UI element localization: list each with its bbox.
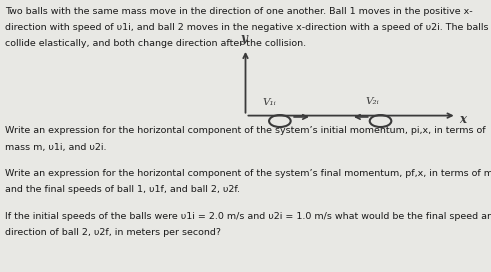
Text: y: y <box>241 32 247 45</box>
Text: Write an expression for the horizontal component of the system’s final momentum,: Write an expression for the horizontal c… <box>5 169 491 178</box>
Text: V₂ᵢ: V₂ᵢ <box>366 97 380 106</box>
Text: direction of ball 2, υ2f, in meters per second?: direction of ball 2, υ2f, in meters per … <box>5 228 221 237</box>
Text: x: x <box>459 113 466 126</box>
Text: direction with speed of υ1i, and ball 2 moves in the negative x-direction with a: direction with speed of υ1i, and ball 2 … <box>5 23 489 32</box>
Text: V₁ᵢ: V₁ᵢ <box>263 98 276 107</box>
Text: collide elastically, and both change direction after the collision.: collide elastically, and both change dir… <box>5 39 306 48</box>
Text: Write an expression for the horizontal component of the system’s initial momentu: Write an expression for the horizontal c… <box>5 126 486 135</box>
Text: Two balls with the same mass move in the direction of one another. Ball 1 moves : Two balls with the same mass move in the… <box>5 7 472 16</box>
Text: mass m, υ1i, and υ2i.: mass m, υ1i, and υ2i. <box>5 143 107 152</box>
Text: and the final speeds of ball 1, υ1f, and ball 2, υ2f.: and the final speeds of ball 1, υ1f, and… <box>5 185 240 194</box>
Text: If the initial speeds of the balls were υ1i = 2.0 m/s and υ2i = 1.0 m/s what wou: If the initial speeds of the balls were … <box>5 212 491 221</box>
